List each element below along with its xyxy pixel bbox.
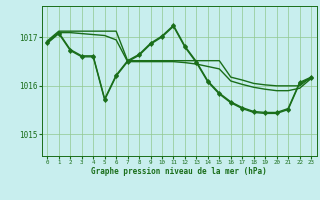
X-axis label: Graphe pression niveau de la mer (hPa): Graphe pression niveau de la mer (hPa) [91, 167, 267, 176]
